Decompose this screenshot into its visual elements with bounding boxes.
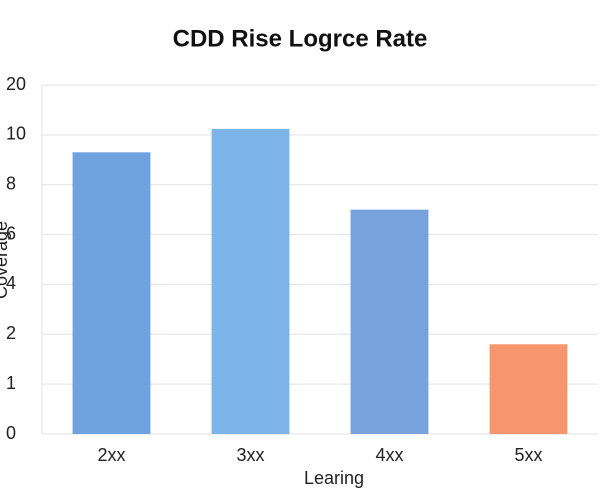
x-tick-label: 3xx: [236, 445, 264, 465]
y-tick-label: 6: [6, 223, 16, 243]
y-tick-label: 0: [6, 423, 16, 443]
bar: [350, 209, 429, 434]
x-tick-label: 2xx: [97, 445, 125, 465]
y-tick-label: 8: [6, 173, 16, 193]
y-tick-label: 2: [6, 323, 16, 343]
chart-title: CDD Rise Logrce Rate: [173, 25, 428, 52]
bar: [489, 344, 568, 434]
y-tick-label: 4: [6, 273, 16, 293]
y-axis-label: Coverage: [0, 221, 11, 299]
x-tick-label: 4xx: [375, 445, 403, 465]
bar: [72, 152, 151, 435]
y-tick-label: 1: [6, 373, 16, 393]
x-axis-label: Learing: [304, 468, 364, 488]
bar: [211, 128, 290, 435]
y-tick-label: 10: [6, 124, 26, 144]
x-tick-label: 5xx: [514, 445, 542, 465]
y-tick-label: 20: [6, 74, 26, 94]
